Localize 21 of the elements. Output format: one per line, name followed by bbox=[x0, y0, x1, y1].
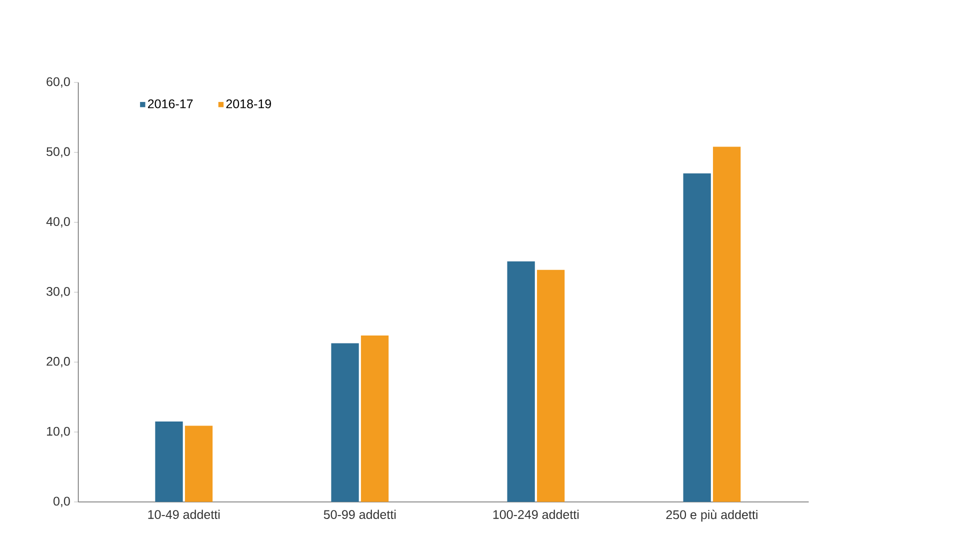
y-tick-label: 40,0 bbox=[46, 217, 70, 228]
bar bbox=[683, 173, 711, 502]
bar bbox=[184, 426, 213, 502]
y-tick-label: 60,0 bbox=[46, 77, 70, 88]
bar bbox=[536, 270, 565, 502]
y-tick-label: 30,0 bbox=[46, 286, 70, 298]
y-tick-label: 50,0 bbox=[46, 147, 70, 158]
bar bbox=[331, 343, 359, 502]
bar bbox=[360, 335, 389, 502]
x-tick-label: 250 e più addetti bbox=[666, 510, 758, 522]
y-tick-label: 0,0 bbox=[53, 496, 70, 508]
y-tick-label: 20,0 bbox=[46, 356, 70, 368]
bar bbox=[712, 146, 741, 502]
bar bbox=[507, 261, 535, 502]
x-tick-label: 100-249 addetti bbox=[493, 510, 579, 519]
x-tick-label: 50-99 addetti bbox=[324, 510, 396, 519]
y-tick-label: 10,0 bbox=[46, 426, 70, 438]
x-tick-label: 10-49 addetti bbox=[148, 510, 220, 519]
legend-label: 2018-19 bbox=[226, 99, 271, 108]
legend-label: 2016-17 bbox=[148, 99, 193, 108]
bar bbox=[155, 421, 183, 502]
